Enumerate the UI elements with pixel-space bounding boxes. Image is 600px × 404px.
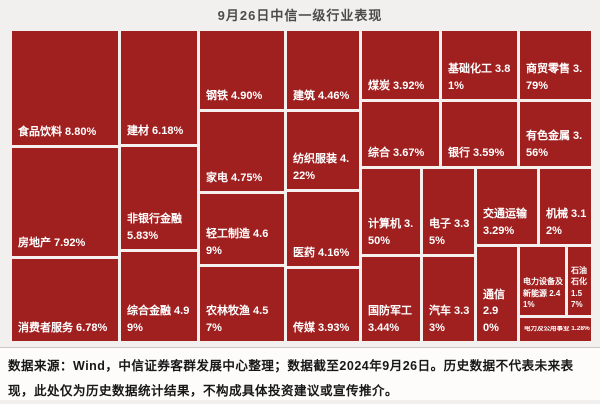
treemap-cell: 农林牧渔 4.57% bbox=[200, 267, 284, 341]
treemap-cell: 建材 6.18% bbox=[121, 31, 197, 144]
chart-title: 9月26日中信一级行业表现 bbox=[217, 8, 383, 23]
treemap-cell: 纺织服装 4.22% bbox=[287, 112, 359, 189]
treemap-cell: 食品饮料 8.80% bbox=[12, 31, 118, 145]
cell-label: 煤炭 3.92% bbox=[368, 79, 425, 92]
cell-label: 建材 6.18% bbox=[127, 124, 184, 137]
cell-label: 医药 4.16% bbox=[293, 246, 350, 259]
treemap-cell: 计算机 3.50% bbox=[362, 169, 420, 254]
treemap-cell: 综合 3.67% bbox=[362, 102, 439, 166]
cell-label: 机械 3.12% bbox=[546, 208, 587, 237]
treemap-cell: 电子 3.35% bbox=[423, 169, 474, 254]
treemap-cell: 通信 2.90% bbox=[477, 247, 517, 341]
treemap-cell: 消费者服务 6.78% bbox=[12, 259, 118, 341]
treemap-cell: 基础化工 3.81% bbox=[442, 31, 517, 99]
treemap-cell: 有色金属 3.56% bbox=[520, 102, 591, 166]
cell-label: 纺织服装 4.22% bbox=[293, 153, 350, 182]
treemap-cell: 煤炭 3.92% bbox=[362, 31, 439, 99]
cell-label: 家电 4.75% bbox=[206, 171, 263, 184]
treemap-cell: 非银行金融 5.83% bbox=[121, 147, 197, 249]
treemap-cell: 国防军工 3.44% bbox=[362, 257, 420, 341]
cell-label: 电力及公用事业 1.28% bbox=[524, 326, 590, 333]
treemap-cell: 轻工制造 4.69% bbox=[200, 194, 284, 264]
cell-label: 电子 3.35% bbox=[429, 218, 470, 247]
cell-label: 基础化工 3.81% bbox=[448, 63, 511, 92]
cell-label: 汽车 3.33% bbox=[429, 305, 470, 334]
treemap-cell: 电力设备及新能源 2.41% bbox=[520, 247, 565, 315]
treemap: 食品饮料 8.80% 房地产 7.92% 消费者服务 6.78% 建材 6.18% 非银… bbox=[12, 31, 591, 342]
treemap-cell: 传媒 3.93% bbox=[287, 269, 359, 341]
treemap-cell: 银行 3.59% bbox=[442, 102, 517, 166]
cell-label: 计算机 3.50% bbox=[368, 218, 414, 247]
treemap-cell: 家电 4.75% bbox=[200, 112, 284, 191]
cell-label: 商贸零售 3.79% bbox=[526, 63, 583, 92]
cell-label: 非银行金融 5.83% bbox=[127, 213, 182, 242]
cell-label: 建筑 4.46% bbox=[293, 89, 350, 102]
cell-label: 国防军工 3.44% bbox=[368, 305, 412, 334]
treemap-cell: 医药 4.16% bbox=[287, 192, 359, 266]
cell-label: 消费者服务 6.78% bbox=[18, 321, 108, 334]
cell-label: 综合 3.67% bbox=[368, 146, 425, 159]
treemap-cell: 商贸零售 3.79% bbox=[520, 31, 591, 99]
cell-label: 农林牧渔 4.57% bbox=[206, 305, 269, 334]
treemap-cell: 房地产 7.92% bbox=[12, 148, 118, 256]
cell-label: 石油石化 1.57% bbox=[571, 265, 587, 310]
cell-label: 传媒 3.93% bbox=[293, 321, 350, 334]
cell-label: 电力设备及新能源 2.41% bbox=[523, 277, 563, 310]
divider-line bbox=[0, 347, 600, 348]
cell-label: 通信 2.90% bbox=[483, 288, 505, 334]
cell-label: 轻工制造 4.69% bbox=[206, 228, 269, 257]
footer: 数据来源：Wind，中信证券客群发展中心整理；数据截至2024年9月26日。历史… bbox=[0, 348, 600, 400]
treemap-cell: 综合金融 4.99% bbox=[121, 252, 197, 341]
cell-label: 综合金融 4.99% bbox=[127, 305, 190, 334]
cell-label: 钢铁 4.90% bbox=[206, 89, 263, 102]
treemap-cell: 交通运输 3.29% bbox=[477, 169, 537, 244]
treemap-cell: 钢铁 4.90% bbox=[200, 31, 284, 109]
cell-label: 有色金属 3.56% bbox=[526, 130, 583, 159]
treemap-cell: 建筑 4.46% bbox=[287, 31, 359, 109]
treemap-cell: 汽车 3.33% bbox=[423, 257, 474, 341]
treemap-cell: 机械 3.12% bbox=[540, 169, 591, 244]
cell-label: 食品饮料 8.80% bbox=[18, 125, 97, 138]
cell-label: 银行 3.59% bbox=[448, 146, 505, 159]
treemap-cell: 石油石化 1.57% bbox=[568, 247, 591, 315]
footer-disclaimer-text: 数据来源：Wind，中信证券客群发展中心整理；数据截至2024年9月26日。历史… bbox=[8, 359, 574, 398]
cell-label: 房地产 7.92% bbox=[18, 236, 86, 249]
cell-label: 交通运输 3.29% bbox=[483, 208, 527, 237]
treemap-cell: 电力及公用事业 1.28% bbox=[520, 318, 591, 341]
